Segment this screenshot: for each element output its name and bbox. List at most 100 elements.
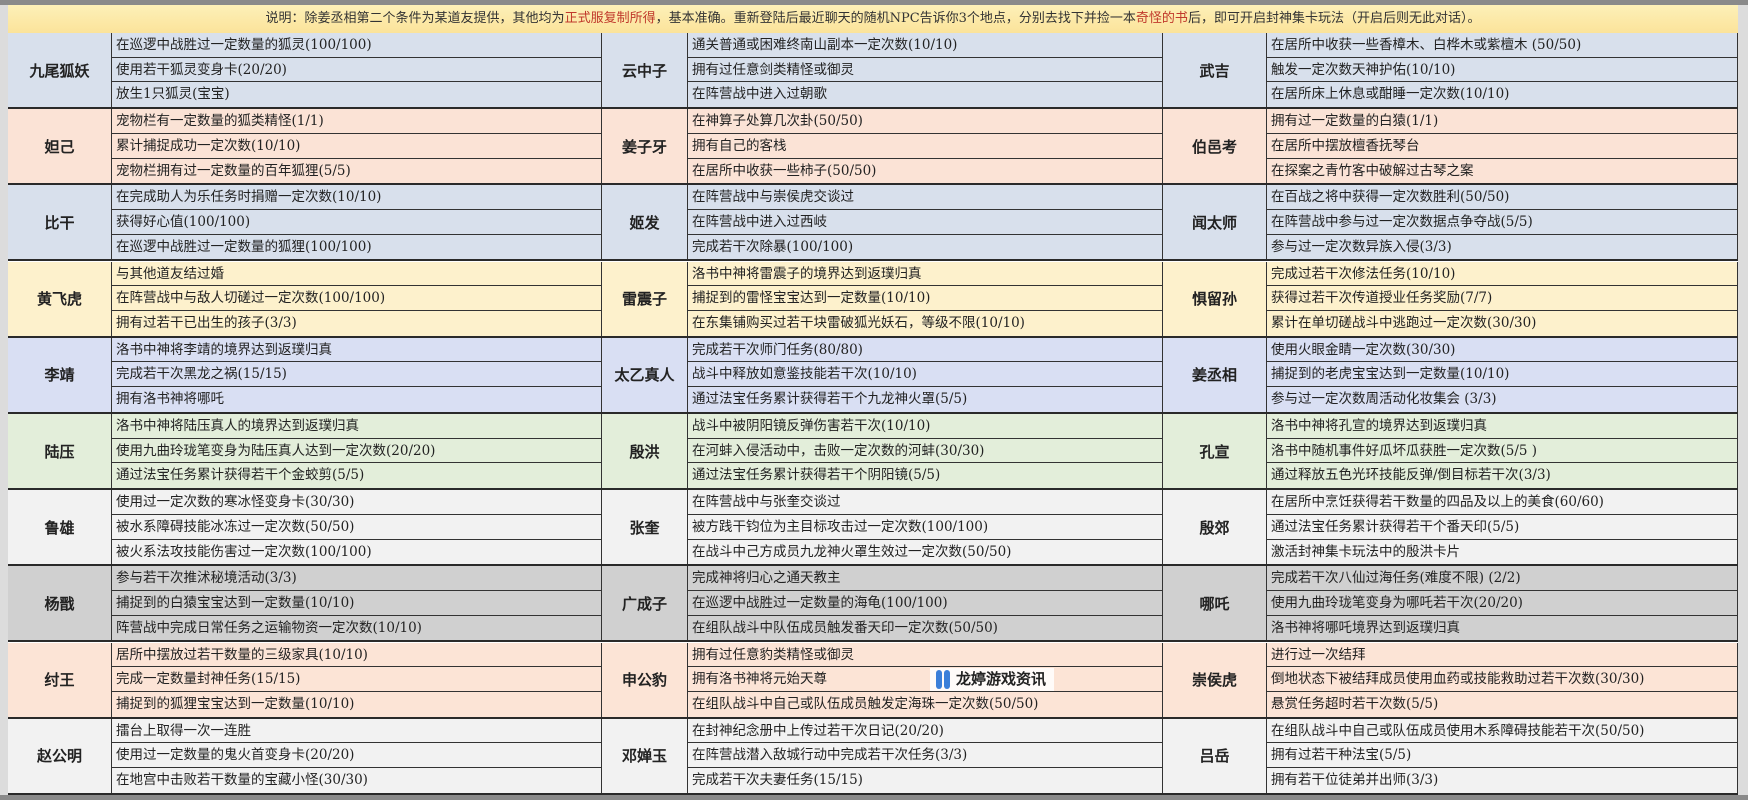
task-item: 洛书中神将雷震子的境界达到返璞归真 (688, 262, 1162, 287)
table-row-group: 黄飞虎 与其他道友结过婚 在阵营战中与敌人切磋过一定次数(100/100) 拥有过若干… (8, 261, 1738, 338)
task-item: 在阵营战中与敌人切磋过一定次数(100/100) (112, 286, 601, 311)
task-item: 倒地状态下被结拜成员使用血药或技能救助过若干次数(30/30) (1267, 667, 1737, 692)
task-list: 在阵营战中与张奎交谈过 被方践干钧位为主目标攻击过一定次数(100/100) 在战斗… (687, 490, 1163, 565)
task-item: 在组队战斗中自己或队伍成员触发定海珠一定次数(50/50) (692, 695, 1039, 712)
character-name: 黄飞虎 (36, 290, 82, 309)
task-item: 洛书神将哪吒境界达到返璞归真 (1271, 619, 1460, 636)
task-list: 进行过一次结拜 倒地状态下被结拜成员使用血药或技能救助过若干次数(30/30) 悬赏… (1266, 642, 1738, 717)
task-item: 拥有过若干已出生的孩子(3/3) (116, 314, 297, 331)
table-row-group: 九尾狐妖 在巡逻中战胜过一定数量的狐灵(100/100) 使用若干狐灵变身卡(20/… (8, 33, 1738, 109)
task-list: 完成若干次八仙过海任务(难度不限) (2/2) 使用九曲玲珑笔变身为哪吒若干次(2… (1266, 566, 1738, 641)
character-name: 陆压 (44, 442, 75, 461)
task-item: 完成若干次师门任务(80/80) (688, 338, 1162, 363)
task-item: 在巡逻中战胜过一定数量的狐狸(100/100) (116, 238, 372, 255)
task-item: 完成若干次夫妻任务(15/15) (692, 772, 863, 789)
task-item: 在封神纪念册中上传过若干次日记(20/20) (688, 719, 1162, 744)
task-item: 在居所中烹饪获得若干数量的四品及以上的美食(60/60) (1267, 490, 1737, 515)
notice-text: 说明：除姜丞相第二个条件为某道友提供，其他均为 (265, 11, 565, 26)
task-item: 悬赏任务超时若干次数(5/5) (1271, 695, 1439, 712)
task-list: 与其他道友结过婚 在阵营战中与敌人切磋过一定次数(100/100) 拥有过若干已出生… (111, 261, 602, 336)
card-task-table: 九尾狐妖 在巡逻中战胜过一定数量的狐灵(100/100) 使用若干狐灵变身卡(20/… (8, 33, 1738, 795)
task-item: 居所中摆放过若干数量的三级家具(10/10) (112, 643, 601, 668)
task-item: 在东集铺购买过若干块雷破狐光妖石，等级不限(10/10) (692, 314, 1025, 331)
task-list: 在居所中收获一些香樟木、白桦木或紫檀木 (50/50) 触发一定次数天神护佑(10… (1266, 33, 1738, 107)
task-list: 战斗中被阴阳镜反弹伤害若干次(10/10) 在河蚌入侵活动中，击败一定次数的河蚌(… (687, 414, 1163, 488)
task-item: 拥有自己的客栈 (688, 134, 1162, 159)
character-name: 崇侯虎 (1191, 671, 1237, 690)
task-list: 洛书中神将雷震子的境界达到返璞归真 捕捉到的雷怪宝宝达到一定数量(10/10) 在东… (687, 261, 1163, 336)
task-item: 获得好心值(100/100) (112, 210, 601, 235)
notice-text: ，基本准确。重新登陆后最近聊天的随机NPC告诉你3个地点，分别去找下并捡一本 (655, 11, 1136, 26)
task-list: 完成若干次师门任务(80/80) 战斗中释放如意鉴技能若干次(10/10) 通过法宝… (687, 337, 1163, 412)
task-item: 通过法宝任务累计获得若干个番天印(5/5) (1267, 515, 1737, 540)
task-list: 在封神纪念册中上传过若干次日记(20/20) 在阵营战潜入敌城行动中完成若干次任务… (687, 718, 1163, 793)
character-name: 太乙真人 (614, 366, 675, 385)
task-item: 累计捕捉成功一定次数(10/10) (112, 134, 601, 159)
task-item: 使用九曲玲珑笔变身为哪吒若干次(20/20) (1267, 591, 1737, 616)
task-item: 阵营战中完成日常任务之运输物资一定次数(10/10) (116, 619, 422, 636)
task-item: 完成若干次除暴(100/100) (692, 238, 854, 255)
task-list: 洛书中神将孔宣的境界达到返璞归真 洛书中随机事件好瓜坏瓜获胜一定次数(5/5 ) 通… (1266, 414, 1738, 488)
task-item: 累计在单切磋战斗中逃跑过一定次数(30/30) (1271, 314, 1537, 331)
task-item: 在神算子处算几次卦(50/50) (688, 109, 1162, 134)
task-list: 使用过一定次数的寒冰怪变身卡(30/30) 被水系障碍技能冰冻过一定次数(50/5… (111, 490, 602, 565)
task-item: 捕捉到的雷怪宝宝达到一定数量(10/10) (688, 286, 1162, 311)
table-row-group: 比干 在完成助人为乐任务时捐赠一定次数(10/10) 获得好心值(100/100) 在… (8, 185, 1738, 262)
task-list: 在阵营战中与崇侯虎交谈过 在阵营战中进入过西岐 完成若干次除暴(100/100) (687, 185, 1163, 260)
task-item: 在巡逻中战胜过一定数量的狐灵(100/100) (112, 33, 601, 58)
watermark: 龙婷游戏资讯 (930, 668, 1055, 691)
watermark-text: 龙婷游戏资讯 (956, 670, 1047, 688)
character-name: 惧留孙 (1191, 290, 1237, 309)
task-list: 在完成助人为乐任务时捐赠一定次数(10/10) 获得好心值(100/100) 在巡逻… (111, 185, 602, 260)
notice-highlight: 奇怪的书 (1135, 11, 1188, 26)
task-item: 在阵营战中参与过一定次数据点争夺战(5/5) (1267, 210, 1737, 235)
task-item: 捕捉到的狐狸宝宝达到一定数量(10/10) (116, 695, 355, 712)
character-name: 云中子 (621, 61, 667, 80)
character-name: 邓婵玉 (621, 747, 667, 766)
task-item: 在居所床上休息或酣睡一定次数(10/10) (1271, 86, 1510, 103)
task-list: 完成过若干次修法任务(10/10) 获得过若干次传道授业任务奖励(7/7) 累计在单… (1266, 261, 1738, 336)
task-list: 擂台上取得一次一连胜 使用过一定数量的鬼火首变身卡(20/20) 在地宫中击败若干数… (111, 718, 602, 793)
character-name: 杨戬 (44, 594, 75, 613)
character-name: 姜子牙 (621, 137, 667, 156)
character-name: 闻太师 (1191, 213, 1237, 232)
task-list: 在百战之将中获得一定次数胜利(50/50) 在阵营战中参与过一定次数据点争夺战(5… (1266, 185, 1738, 260)
task-list: 在居所中烹饪获得若干数量的四品及以上的美食(60/60) 通过法宝任务累计获得若干… (1266, 490, 1738, 565)
gamepad-icon (936, 670, 950, 689)
task-item: 拥有洛书神将元始天尊 (688, 667, 1162, 692)
task-item: 放生1只狐灵(宝宝) (116, 86, 230, 103)
task-list: 居所中摆放过若干数量的三级家具(10/10) 完成一定数量封神任务(15/15) 捕… (111, 642, 602, 717)
table-row-group: 杨戬 参与若干次推沭秘境活动(3/3) 捕捉到的白猿宝宝达到一定数量(10/10) 阵… (8, 566, 1738, 643)
task-item: 通关普通或困难终南山副本一定次数(10/10) (688, 33, 1162, 58)
task-list: 完成神将归心之通天教主 在巡逻中战胜过一定数量的海龟(100/100) 在组队战斗中… (687, 566, 1163, 641)
task-item: 在阵营战中进入过西岐 (688, 210, 1162, 235)
character-name: 姜丞相 (1191, 366, 1237, 385)
task-item: 完成神将归心之通天教主 (688, 566, 1162, 592)
task-list: 在组队战斗中自己或队伍成员使用木系障碍技能若干次(50/50) 拥有过若干种法宝(… (1266, 718, 1738, 793)
bottom-border (0, 795, 1748, 800)
task-item: 进行过一次结拜 (1267, 643, 1737, 668)
task-list: 洛书中神将陆压真人的境界达到返璞归真 使用九曲玲珑笔变身为陆压真人达到一定次数(2… (111, 414, 602, 488)
table-row-group: 赵公明 擂台上取得一次一连胜 使用过一定数量的鬼火首变身卡(20/20) 在地宫中击败… (8, 718, 1738, 795)
task-item: 完成一定数量封神任务(15/15) (112, 667, 601, 692)
character-name: 赵公明 (36, 747, 82, 766)
task-item: 通过法宝任务累计获得若干个阴阳镜(5/5) (692, 467, 941, 484)
task-list: 洛书中神将李靖的境界达到返璞归真 完成若干次黑龙之祸(15/15) 拥有洛书神将哪吒 (111, 337, 602, 412)
task-item: 通过释放五色光环技能反弹/倒目标若干次(3/3) (1271, 467, 1551, 484)
table-row-group: 鲁雄 使用过一定次数的寒冰怪变身卡(30/30) 被水系障碍技能冰冻过一定次数(50… (8, 490, 1738, 567)
character-name: 申公豹 (621, 671, 667, 690)
character-name: 殷洪 (629, 442, 660, 461)
notice-highlight: 正式服复制所得 (564, 11, 656, 26)
notice-banner: 说明：除姜丞相第二个条件为某道友提供，其他均为正式服复制所得，基本准确。重新登陆… (8, 5, 1738, 33)
task-item: 洛书中随机事件好瓜坏瓜获胜一定次数(5/5 ) (1267, 439, 1737, 464)
task-item: 擂台上取得一次一连胜 (112, 719, 601, 744)
task-item: 洛书中神将陆压真人的境界达到返璞归真 (112, 414, 601, 439)
character-name: 纣王 (44, 671, 75, 690)
task-item: 被火系法攻技能伤害过一定次数(100/100) (116, 543, 372, 560)
task-item: 在河蚌入侵活动中，击败一定次数的河蚌(30/30) (688, 439, 1162, 464)
character-name: 鲁雄 (44, 518, 75, 537)
task-item: 在巡逻中战胜过一定数量的海龟(100/100) (688, 591, 1162, 616)
task-item: 参与过一定次数异族入侵(3/3) (1271, 238, 1452, 255)
task-list: 拥有过任意豹类精怪或御灵 拥有洛书神将元始天尊 在组队战斗中自己或队伍成员触发定海珠… (687, 642, 1163, 717)
task-item: 洛书中神将李靖的境界达到返璞归真 (112, 338, 601, 363)
